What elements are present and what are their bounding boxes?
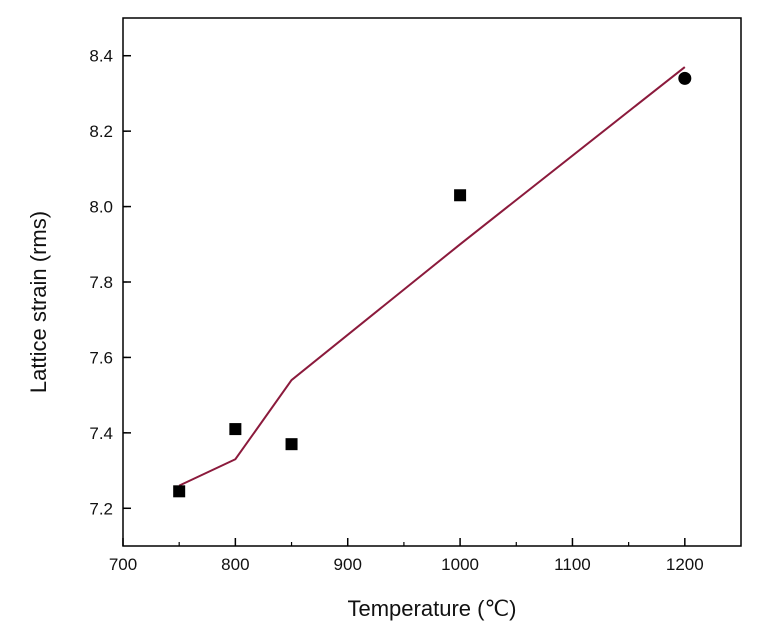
- x-tick-label: 700: [109, 555, 137, 574]
- y-tick-label: 8.2: [89, 122, 113, 141]
- y-tick-label: 7.8: [89, 273, 113, 292]
- x-axis-title: Temperature (℃): [348, 596, 517, 621]
- data-point: [678, 71, 692, 85]
- y-axis: 7.2 7.4 7.6 7.8 8.0 8.2 8.4: [89, 47, 131, 518]
- y-tick-label: 8.4: [89, 47, 113, 66]
- data-point: [454, 189, 467, 202]
- x-tick-label: 1000: [441, 555, 479, 574]
- y-tick-label: 7.2: [89, 499, 113, 518]
- plot-area-border: [122, 17, 742, 547]
- data-point: [173, 485, 186, 498]
- y-tick-label: 7.6: [89, 348, 113, 367]
- y-tick-label: 8.0: [89, 198, 113, 217]
- plot-frame: [122, 17, 742, 547]
- y-axis-title: Lattice strain (rms): [26, 211, 51, 393]
- data-points: [173, 71, 692, 498]
- x-tick-label: 1200: [666, 555, 704, 574]
- fit-line: [178, 66, 686, 487]
- fit-line-group: [178, 66, 686, 487]
- x-tick-label: 900: [334, 555, 362, 574]
- data-point: [285, 438, 298, 451]
- y-tick-label: 7.4: [89, 424, 113, 443]
- x-tick-label: 1100: [554, 555, 591, 574]
- x-tick-label: 800: [221, 555, 249, 574]
- x-axis: 700 800 900 1000 1100 1200: [109, 538, 704, 574]
- data-point: [229, 423, 242, 436]
